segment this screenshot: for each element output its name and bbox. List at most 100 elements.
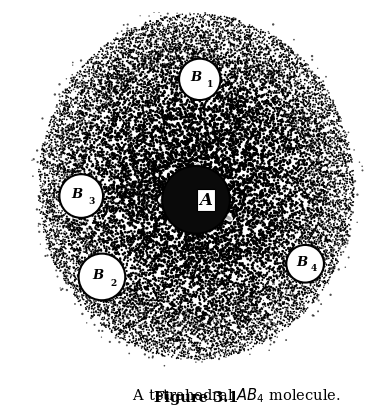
Point [164,261,170,268]
Point [216,346,222,352]
Point [292,156,298,163]
Point [149,217,155,223]
Point [308,273,314,280]
Point [160,229,166,235]
Point [124,82,131,88]
Point [149,77,155,83]
Point [56,174,62,180]
Point [185,172,191,179]
Point [138,184,145,190]
Point [334,109,340,116]
Point [295,257,301,263]
Point [88,235,94,242]
Point [200,292,206,299]
Point [205,132,211,138]
Point [79,284,85,290]
Point [289,263,295,270]
Point [201,325,207,331]
Point [74,259,80,265]
Point [73,239,79,245]
Point [243,253,249,260]
Point [275,180,281,187]
Point [76,216,83,222]
Point [300,305,307,311]
Point [188,216,194,223]
Point [230,23,236,30]
Point [220,296,226,303]
Point [82,105,89,112]
Point [210,140,216,147]
Point [43,133,49,140]
Point [309,228,315,234]
Point [289,257,295,263]
Point [117,208,123,215]
Point [151,61,157,67]
Point [178,44,185,51]
Point [340,219,346,225]
Point [262,60,268,67]
Point [287,140,293,147]
Point [275,253,281,259]
Point [207,136,214,142]
Point [225,15,231,22]
Point [150,349,156,356]
Point [98,316,105,323]
Point [280,215,286,222]
Point [96,227,102,234]
Point [217,172,223,179]
Point [282,149,289,155]
Point [128,26,134,33]
Point [200,166,206,173]
Point [256,272,263,279]
Point [212,218,218,225]
Point [348,212,354,218]
Point [342,240,348,246]
Point [286,316,292,323]
Point [243,148,249,155]
Point [191,256,197,262]
Point [67,197,73,203]
Point [173,95,179,102]
Point [160,31,166,38]
Point [267,161,273,168]
Point [125,249,131,255]
Point [236,221,243,228]
Point [209,300,215,307]
Point [312,104,318,111]
Point [241,191,247,198]
Point [318,168,324,174]
Point [108,315,114,321]
Point [80,220,87,226]
Point [125,142,132,149]
Point [220,246,226,252]
Point [153,137,159,144]
Point [149,302,155,309]
Point [153,43,159,49]
Point [234,216,240,223]
Point [181,353,187,360]
Point [317,190,323,197]
Point [267,336,273,342]
Point [255,284,261,291]
Point [65,175,71,181]
Point [108,163,114,169]
Point [335,114,341,121]
Point [147,332,153,338]
Point [330,225,336,231]
Point [85,287,92,294]
Point [208,40,214,47]
Point [131,69,137,76]
Point [201,203,207,210]
Point [174,54,180,61]
Point [181,224,187,231]
Point [101,259,107,266]
Point [283,103,290,109]
Point [133,252,140,259]
Point [184,26,191,33]
Point [213,322,220,329]
Point [160,345,167,351]
Point [223,301,229,307]
Point [326,135,332,141]
Point [207,190,213,196]
Point [269,64,275,70]
